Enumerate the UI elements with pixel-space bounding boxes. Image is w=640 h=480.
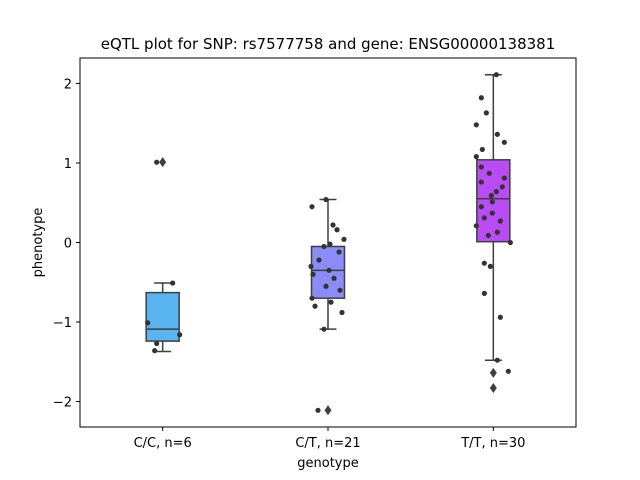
outlier-marker [324,405,332,416]
y-tick-label: 1 [64,157,72,172]
data-point [334,227,340,233]
data-point [473,154,479,160]
box-iqr [145,291,180,342]
data-point [497,314,503,320]
plot-area: −2 −1 0 1 2 C/C, n=6 C/T, n=21 T/T, n=30 [53,72,525,451]
data-point [321,243,327,250]
data-point [323,283,329,289]
data-point [309,204,315,210]
box-iqr [476,159,511,243]
data-point [308,263,314,269]
data-point [497,218,503,224]
data-point [337,287,343,293]
data-point [341,236,347,242]
data-point [478,204,484,210]
data-point [336,249,342,255]
data-point [478,164,484,170]
data-point [483,110,489,116]
outlier-marker [159,157,167,168]
data-point [481,215,487,221]
data-point [154,159,160,165]
data-point [501,175,507,181]
data-point [481,290,487,296]
x-tick-label: C/C, n=6 [134,436,192,451]
data-point [486,170,492,176]
data-point [177,332,183,338]
data-point [326,267,332,273]
data-point [487,263,493,269]
data-point [310,271,316,277]
outlier-marker [489,383,497,394]
data-point [501,139,507,145]
data-point [485,232,491,238]
data-point [494,357,500,363]
data-point [309,295,315,301]
x-tick-label: C/T, n=21 [295,436,360,451]
data-point [339,309,345,316]
x-tick-label: T/T, n=30 [460,436,525,451]
data-point [507,239,513,246]
y-axis-title: phenotype [31,208,46,278]
y-tick-label: 2 [64,77,72,92]
data-point [328,299,334,305]
data-point [321,326,327,332]
outlier-marker [489,367,497,378]
data-point [312,303,318,309]
plot-frame [79,57,577,428]
y-tick-label: −2 [53,396,72,411]
chart-title: eQTL plot for SNP: rs7577758 and gene: E… [101,35,556,53]
data-point [145,320,151,326]
y-tick-label: −1 [53,316,72,331]
data-point [473,223,479,229]
data-point [494,229,500,235]
data-point [479,146,485,153]
data-point [493,189,499,195]
data-point [316,257,322,263]
data-point [481,260,487,266]
data-point [152,348,158,354]
data-point [478,179,484,185]
data-point [330,222,336,228]
data-point [170,280,176,286]
data-point [323,196,329,203]
data-point [331,275,337,281]
data-point [478,95,484,101]
data-point [473,122,479,128]
data-point [505,368,511,374]
data-point [493,72,499,78]
y-tick-label: 0 [64,237,72,252]
x-axis-title: genotype [297,456,358,471]
data-point [315,407,321,413]
data-point [499,184,505,190]
data-point [489,210,495,216]
data-point [154,340,160,347]
data-point [488,192,494,199]
data-point [494,131,500,137]
data-point [327,241,333,247]
data-point [489,199,495,205]
